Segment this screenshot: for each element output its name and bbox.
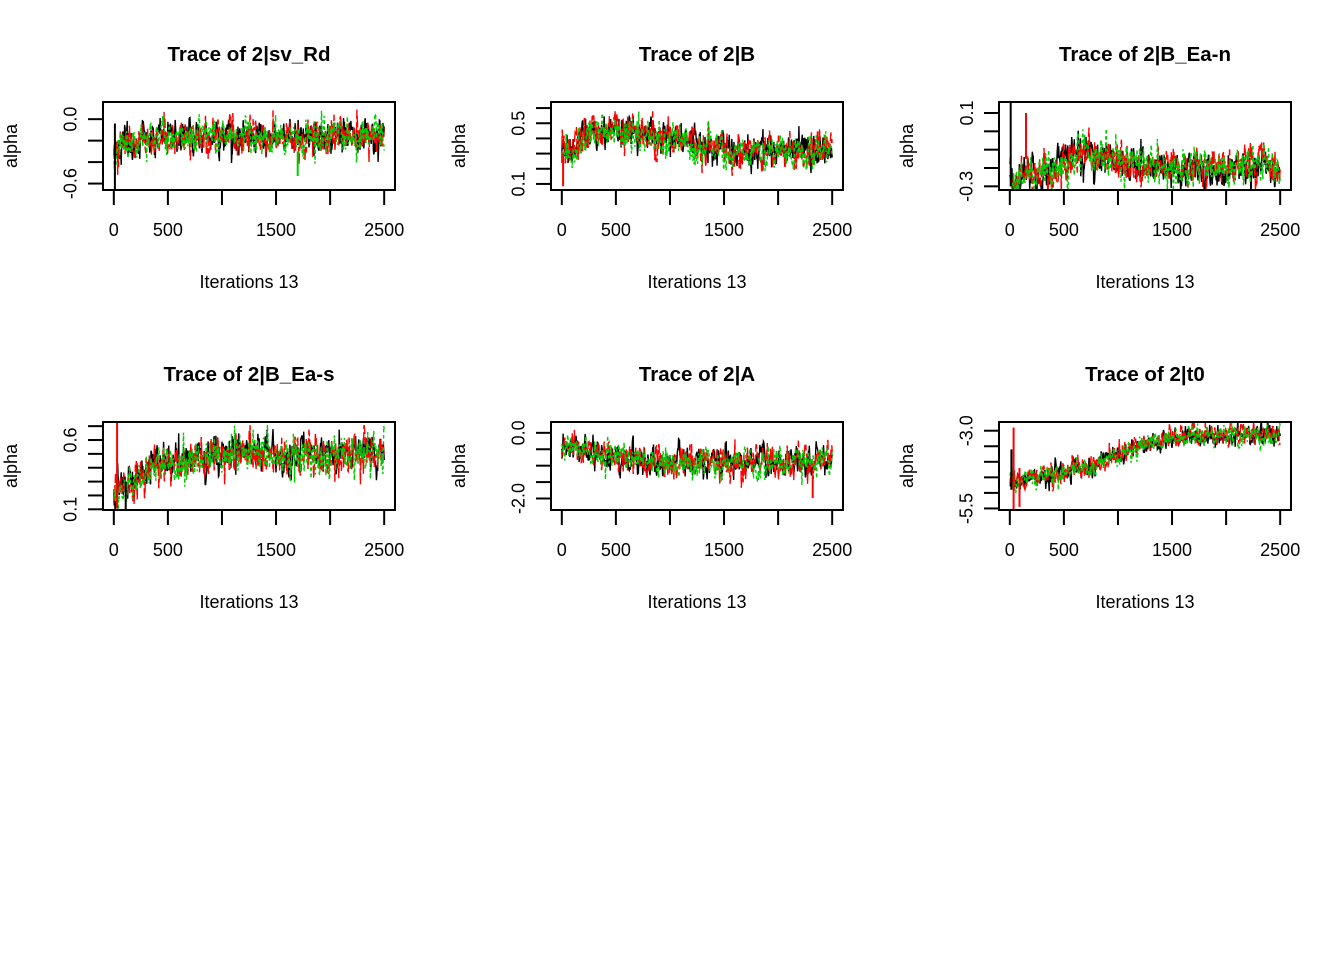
y-axis-label: alpha [897, 443, 917, 488]
x-tick-label: 2500 [364, 220, 404, 240]
y-tick-label: -3.0 [957, 415, 977, 446]
trace-lines [1009, 102, 1281, 190]
y-tick-label: -0.3 [957, 171, 977, 202]
trace-chain-2 [113, 109, 385, 175]
y-tick-label: 0.0 [509, 420, 529, 445]
trace-lines [113, 109, 385, 190]
x-tick-label: 2500 [1260, 540, 1300, 560]
x-tick-label: 500 [153, 540, 183, 560]
x-axis-label: Iterations 13 [199, 592, 298, 612]
x-tick-label: 2500 [812, 220, 852, 240]
x-tick-label: 2500 [364, 540, 404, 560]
trace-plot-svg-b-ea-s: 0 500 1500 2500 0.6 0.1 Trace of 2|B_Ea-s Itera… [1, 363, 404, 612]
x-tick-label: 1500 [256, 540, 296, 560]
y-tick-label: -5.5 [957, 493, 977, 524]
trace-panel-b: 0 500 1500 2500 0.5 0.1 Trace of 2|B Iterations… [448, 0, 896, 320]
trace-panel-t0: 0 500 1500 2500 -3.0 -5.5 Trace of 2|t0 Iterati… [896, 320, 1344, 640]
trace-plot-svg-sv-rd: 0 500 1500 2500 0.0 -0.6 Trace of 2|sv_Rd Itera… [1, 43, 404, 292]
y-tick-label: 0.0 [61, 107, 81, 132]
trace-plot-svg-t0: 0 500 1500 2500 -3.0 -5.5 Trace of 2|t0 Iterati… [897, 363, 1300, 612]
y-tick-label: 0.1 [61, 497, 81, 522]
plot-frame [550, 101, 844, 191]
y-tick-label: 0.6 [61, 428, 81, 453]
trace-panel-b-ea-s: 0 500 1500 2500 0.6 0.1 Trace of 2|B_Ea-s Itera… [0, 320, 448, 640]
trace-chain-3 [113, 110, 385, 169]
x-tick-label: 2500 [812, 540, 852, 560]
x-tick-label: 1500 [704, 540, 744, 560]
x-tick-label: 2500 [1260, 220, 1300, 240]
trace-panel-sv-rd: 0 500 1500 2500 0.0 -0.6 Trace of 2|sv_Rd Itera… [0, 0, 448, 320]
y-axis-label: alpha [1, 443, 21, 488]
trace-chain-1 [561, 114, 833, 175]
y-axis-label: alpha [449, 443, 469, 488]
y-tick-label: 0.1 [957, 100, 977, 125]
plot-title: Trace of 2|B_Ea-n [1059, 43, 1231, 66]
y-axis-label: alpha [1, 123, 21, 168]
x-tick-label: 1500 [1152, 220, 1192, 240]
trace-lines [113, 422, 385, 510]
x-tick-label: 0 [557, 540, 567, 560]
trace-chain-3 [561, 434, 833, 486]
trace-panel-b-ea-n: 0 500 1500 2500 0.1 -0.3 Trace of 2|B_Ea-n Iter… [896, 0, 1344, 320]
plot-frame [102, 421, 396, 511]
y-tick-label: -0.6 [61, 168, 81, 199]
plot-title: Trace of 2|B_Ea-s [164, 363, 335, 386]
trace-plot-svg-b: 0 500 1500 2500 0.5 0.1 Trace of 2|B Iterations… [449, 43, 852, 292]
x-tick-label: 1500 [1152, 540, 1192, 560]
x-tick-label: 0 [1005, 220, 1015, 240]
plot-title: Trace of 2|B [639, 43, 755, 66]
y-tick-label: 0.1 [509, 171, 529, 196]
y-tick-label: 0.5 [509, 111, 529, 136]
trace-panel-a: 0 500 1500 2500 0.0 -2.0 Trace of 2|A Iteration… [448, 320, 896, 640]
x-axis-label: Iterations 13 [199, 272, 298, 292]
trace-chain-2 [113, 425, 385, 505]
x-tick-label: 500 [1049, 220, 1079, 240]
plot-title: Trace of 2|A [639, 363, 755, 386]
x-tick-label: 500 [153, 220, 183, 240]
plot-frame [102, 101, 396, 191]
trace-lines [561, 110, 833, 187]
x-tick-label: 0 [557, 220, 567, 240]
x-axis-label: Iterations 13 [647, 272, 746, 292]
x-tick-label: 500 [1049, 540, 1079, 560]
y-tick-label: -2.0 [509, 483, 529, 514]
x-axis-label: Iterations 13 [1095, 272, 1194, 292]
trace-chain-3 [561, 111, 833, 171]
x-axis-label: Iterations 13 [647, 592, 746, 612]
y-axis-label: alpha [449, 123, 469, 168]
x-tick-label: 500 [601, 540, 631, 560]
trace-chain-3 [1010, 128, 1281, 190]
trace-lines [561, 429, 833, 498]
trace-lines [1009, 422, 1281, 510]
plot-title: Trace of 2|sv_Rd [168, 43, 331, 66]
x-tick-label: 0 [1005, 540, 1015, 560]
trace-plot-svg-a: 0 500 1500 2500 0.0 -2.0 Trace of 2|A Iteration… [449, 363, 852, 612]
x-tick-label: 1500 [256, 220, 296, 240]
y-axis-label: alpha [897, 123, 917, 168]
trace-chain-3 [113, 424, 385, 510]
x-axis-label: Iterations 13 [1095, 592, 1194, 612]
x-tick-label: 0 [109, 220, 119, 240]
trace-chain-3 [1009, 422, 1281, 495]
trace-plot-svg-b-ea-n: 0 500 1500 2500 0.1 -0.3 Trace of 2|B_Ea-n Iter… [897, 43, 1300, 292]
plot-frame [998, 101, 1292, 191]
plot-title: Trace of 2|t0 [1085, 363, 1205, 386]
x-tick-label: 500 [601, 220, 631, 240]
plot-frame [998, 421, 1292, 511]
x-tick-label: 0 [109, 540, 119, 560]
x-tick-label: 1500 [704, 220, 744, 240]
